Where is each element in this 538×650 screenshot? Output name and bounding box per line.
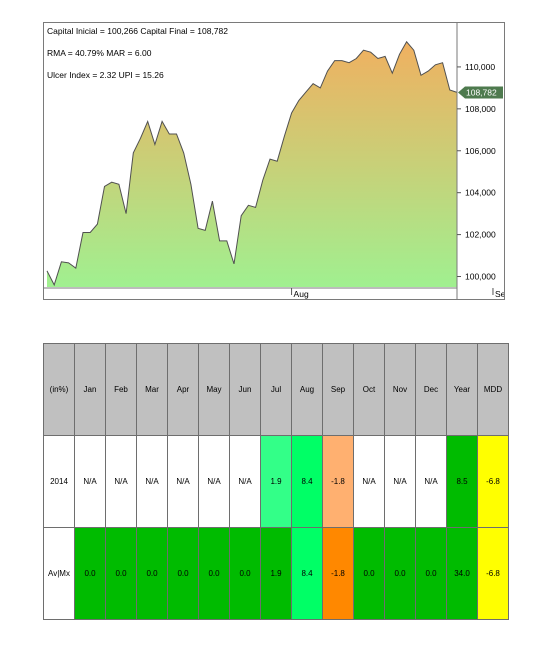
equity-area <box>47 41 457 287</box>
table-cell: 0.0 <box>198 527 230 620</box>
table-cell: N/A <box>198 435 230 528</box>
equity-chart: 100,000 102,000 104,000 106,000 108,000 110,0… <box>43 22 505 300</box>
column-header: Sep <box>322 343 354 436</box>
capital-stats-text: Capital Inicial = 100,266 Capital Final … <box>47 26 228 36</box>
column-header: Jun <box>229 343 261 436</box>
table-cell: 0.0 <box>384 527 416 620</box>
column-header: Nov <box>384 343 416 436</box>
column-header: (in%) <box>43 343 75 436</box>
table-cell: -1.8 <box>322 527 354 620</box>
row-label-cell: Av|Mx <box>43 527 75 620</box>
header-row: (in%) Jan Feb Mar Apr May Jun Jul Aug Sep Oct Nov De… <box>43 343 509 436</box>
table-cell: 8.4 <box>291 435 323 528</box>
row-label-cell: 2014 <box>43 435 75 528</box>
table-cell: 8.5 <box>446 435 478 528</box>
table-cell: -6.8 <box>477 435 509 528</box>
column-header: Oct <box>353 343 385 436</box>
column-header: Dec <box>415 343 447 436</box>
y-tick-label: 108,000 <box>465 104 496 114</box>
table-cell: -1.8 <box>322 435 354 528</box>
table-cell: N/A <box>384 435 416 528</box>
y-tick-label: 100,000 <box>465 272 496 282</box>
table-cell: 0.0 <box>105 527 137 620</box>
table-cell: 0.0 <box>353 527 385 620</box>
x-tick-label: Sep <box>495 289 504 299</box>
column-header: Year <box>446 343 478 436</box>
column-header: Mar <box>136 343 168 436</box>
table-cell: 0.0 <box>74 527 106 620</box>
table-cell: 1.9 <box>260 527 292 620</box>
rma-mar-stats-text: RMA = 40.79% MAR = 6.00 <box>47 48 152 58</box>
last-value-label: 108,782 <box>466 87 497 97</box>
table-cell: N/A <box>353 435 385 528</box>
table-cell: N/A <box>167 435 199 528</box>
table-cell: 34.0 <box>446 527 478 620</box>
table-cell: N/A <box>415 435 447 528</box>
column-header: Aug <box>291 343 323 436</box>
y-tick-label: 106,000 <box>465 146 496 156</box>
table-cell: N/A <box>105 435 137 528</box>
x-tick-label: Aug <box>294 289 309 299</box>
ulcer-upi-stats-text: Ulcer Index = 2.32 UPI = 15.26 <box>47 70 164 80</box>
y-tick-label: 104,000 <box>465 188 496 198</box>
table-cell: 8.4 <box>291 527 323 620</box>
table-cell: N/A <box>136 435 168 528</box>
column-header: Apr <box>167 343 199 436</box>
table-cell: 0.0 <box>136 527 168 620</box>
y-tick-label: 110,000 <box>465 62 495 72</box>
column-header: Jul <box>260 343 292 436</box>
table-row: Av|Mx 0.0 0.0 0.0 0.0 0.0 0.0 1.9 8.4 -1.8 0.0 0.0 0… <box>43 527 509 620</box>
table-cell: 0.0 <box>229 527 261 620</box>
column-header: May <box>198 343 230 436</box>
table-cell: 0.0 <box>415 527 447 620</box>
table-cell: 1.9 <box>260 435 292 528</box>
y-tick-label: 102,000 <box>465 230 496 240</box>
column-header: Jan <box>74 343 106 436</box>
last-value-marker <box>458 86 503 99</box>
monthly-returns-table: (in%) Jan Feb Mar Apr May Jun Jul Aug Sep Oct Nov De… <box>43 343 509 620</box>
column-header: MDD <box>477 343 509 436</box>
table-row: 2014 N/A N/A N/A N/A N/A N/A 1.9 8.4 -1.8 N/A N/A N/… <box>43 435 509 528</box>
table-cell: N/A <box>74 435 106 528</box>
equity-chart-svg: 100,000 102,000 104,000 106,000 108,000 110,0… <box>44 23 504 299</box>
table-cell: 0.0 <box>167 527 199 620</box>
equity-line <box>46 40 458 287</box>
column-header: Feb <box>105 343 137 436</box>
table-cell: N/A <box>229 435 261 528</box>
table-cell: -6.8 <box>477 527 509 620</box>
